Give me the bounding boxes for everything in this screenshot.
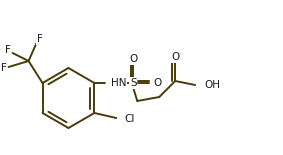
Text: F: F	[37, 34, 42, 44]
Text: HN: HN	[111, 78, 127, 88]
Text: O: O	[171, 52, 179, 62]
Text: F: F	[5, 45, 10, 55]
Text: O: O	[153, 78, 161, 88]
Text: OH: OH	[204, 80, 220, 90]
Text: O: O	[129, 54, 138, 64]
Text: Cl: Cl	[124, 114, 135, 124]
Text: S: S	[130, 78, 137, 88]
Text: F: F	[1, 63, 7, 73]
